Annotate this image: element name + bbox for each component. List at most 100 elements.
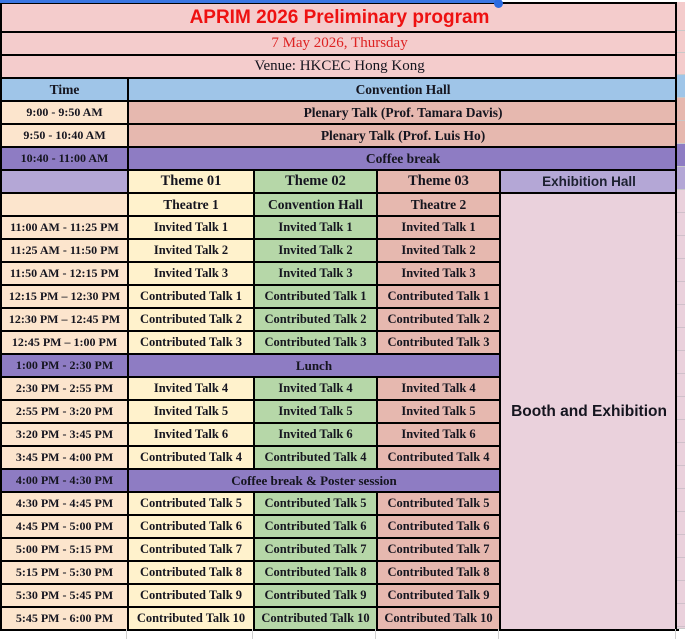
talk-cell[interactable]: Invited Talk 3 [376,261,501,286]
time-cell[interactable]: 4:00 PM - 4:30 PM [0,468,129,493]
time-cell[interactable]: 4:30 PM - 4:45 PM [0,491,129,516]
theatre-2-cell[interactable]: Theatre 2 [376,192,501,217]
time-cell[interactable]: 2:55 PM - 3:20 PM [0,399,129,424]
talk-cell[interactable]: Contributed Talk 2 [127,307,255,332]
empty-cell[interactable] [0,169,129,194]
theme-2-header-cell[interactable]: Theme 02 [253,169,378,194]
talk-cell[interactable]: Contributed Talk 8 [253,560,378,585]
selection-border[interactable] [0,0,501,3]
selection-handle[interactable] [494,0,503,8]
talk-cell[interactable]: Invited Talk 3 [253,261,378,286]
talk-cell[interactable]: Contributed Talk 9 [376,583,501,608]
gridline [375,629,376,639]
talk-cell[interactable]: Contributed Talk 6 [127,514,255,539]
table-row: 3:20 PM - 3:45 PM Invited Talk 6 Invited… [0,422,678,447]
poster-session-cell[interactable]: Coffee break & Poster session [127,468,501,493]
talk-cell[interactable]: Invited Talk 1 [127,215,255,240]
table-row: APRIM 2026 Preliminary program [0,2,680,33]
talk-cell[interactable]: Invited Talk 6 [376,422,501,447]
talk-cell[interactable]: Contributed Talk 7 [376,537,501,562]
talk-cell[interactable]: Contributed Talk 8 [376,560,501,585]
time-cell[interactable]: 5:30 PM - 5:45 PM [0,583,129,608]
talk-cell[interactable]: Contributed Talk 3 [127,330,255,355]
talk-cell[interactable]: Contributed Talk 8 [127,560,255,585]
talk-cell[interactable]: Invited Talk 6 [253,422,378,447]
talk-cell[interactable]: Contributed Talk 1 [127,284,255,309]
time-cell[interactable]: 3:45 PM - 4:00 PM [0,445,129,470]
talk-cell[interactable]: Invited Talk 1 [376,215,501,240]
time-cell[interactable]: 1:00 PM - 2:30 PM [0,353,129,378]
talk-cell[interactable]: Contributed Talk 2 [376,307,501,332]
talk-cell[interactable]: Contributed Talk 10 [376,606,501,631]
talk-cell[interactable]: Invited Talk 5 [376,399,501,424]
time-cell[interactable]: 10:40 - 11:00 AM [0,146,129,171]
time-cell[interactable]: 9:00 - 9:50 AM [0,100,129,125]
talk-cell[interactable]: Contributed Talk 9 [253,583,378,608]
talk-cell[interactable]: Contributed Talk 9 [127,583,255,608]
strip-segment [677,53,685,75]
talk-cell[interactable]: Invited Talk 5 [253,399,378,424]
talk-cell[interactable]: Contributed Talk 3 [253,330,378,355]
time-cell[interactable]: 5:15 PM - 5:30 PM [0,560,129,585]
table-row: 4:00 PM - 4:30 PM Coffee break & Poster … [0,468,678,493]
table-row: 5:45 PM - 6:00 PM Contributed Talk 10 Co… [0,606,678,631]
time-cell[interactable]: 2:30 PM - 2:55 PM [0,376,129,401]
talk-cell[interactable]: Contributed Talk 2 [253,307,378,332]
time-cell[interactable]: 5:45 PM - 6:00 PM [0,606,129,631]
talk-cell[interactable]: Contributed Talk 7 [253,537,378,562]
talk-cell[interactable]: Contributed Talk 4 [253,445,378,470]
talk-cell[interactable]: Contributed Talk 6 [376,514,501,539]
talk-cell[interactable]: Invited Talk 5 [127,399,255,424]
exhibition-hall-header-cell[interactable]: Exhibition Hall [498,169,680,194]
title-cell[interactable]: APRIM 2026 Preliminary program [0,2,680,33]
coffee-break-cell[interactable]: Coffee break [126,146,680,171]
time-cell[interactable]: 11:00 AM - 11:25 PM [0,215,129,240]
theatre-1-cell[interactable]: Theatre 1 [127,192,255,217]
theme-1-header-cell[interactable]: Theme 01 [127,169,255,194]
talk-cell[interactable]: Invited Talk 4 [127,376,255,401]
talk-cell[interactable]: Contributed Talk 7 [127,537,255,562]
time-cell[interactable]: 12:15 PM – 12:30 PM [0,284,129,309]
talk-cell[interactable]: Invited Talk 2 [376,238,501,263]
time-cell[interactable]: 11:50 AM - 12:15 PM [0,261,129,286]
talk-cell[interactable]: Invited Talk 6 [127,422,255,447]
time-cell[interactable]: 12:30 PM – 12:45 PM [0,307,129,332]
talk-cell[interactable]: Invited Talk 1 [253,215,378,240]
time-cell[interactable]: 11:25 AM - 11:50 PM [0,238,129,263]
time-cell[interactable]: 3:20 PM - 3:45 PM [0,422,129,447]
talk-cell[interactable]: Contributed Talk 10 [253,606,378,631]
table-row: 5:00 PM - 5:15 PM Contributed Talk 7 Con… [0,537,678,562]
empty-cell[interactable] [0,192,129,217]
date-cell[interactable]: 7 May 2026, Thursday [0,31,680,56]
talk-cell[interactable]: Contributed Talk 6 [253,514,378,539]
plenary-talk-cell[interactable]: Plenary Talk (Prof. Tamara Davis) [126,100,680,125]
time-cell[interactable]: 5:00 PM - 5:15 PM [0,537,129,562]
talk-cell[interactable]: Contributed Talk 1 [253,284,378,309]
talk-cell[interactable]: Contributed Talk 5 [127,491,255,516]
table-row: 4:30 PM - 4:45 PM Contributed Talk 5 Con… [0,491,678,516]
venue-cell[interactable]: Venue: HKCEC Hong Kong [0,54,680,79]
time-cell[interactable]: 12:45 PM – 1:00 PM [0,330,129,355]
talk-cell[interactable]: Invited Talk 4 [376,376,501,401]
time-cell[interactable]: 9:50 - 10:40 AM [0,123,129,148]
talk-cell[interactable]: Contributed Talk 4 [127,445,255,470]
theme-3-header-cell[interactable]: Theme 03 [376,169,501,194]
booth-and-exhibition-cell[interactable]: Booth and Exhibition [498,192,680,631]
talk-cell[interactable]: Contributed Talk 5 [376,491,501,516]
plenary-talk-cell[interactable]: Plenary Talk (Prof. Luis Ho) [126,123,680,148]
time-header-cell[interactable]: Time [0,77,129,102]
lunch-cell[interactable]: Lunch [127,353,501,378]
talk-cell[interactable]: Invited Talk 4 [253,376,378,401]
talk-cell[interactable]: Contributed Talk 5 [253,491,378,516]
talk-cell[interactable]: Contributed Talk 4 [376,445,501,470]
convention-hall-cell[interactable]: Convention Hall [253,192,378,217]
talk-cell[interactable]: Contributed Talk 10 [127,606,255,631]
talk-cell[interactable]: Contributed Talk 3 [376,330,501,355]
talk-cell[interactable]: Invited Talk 2 [127,238,255,263]
strip-segment [677,31,685,53]
convention-hall-header-cell[interactable]: Convention Hall [126,77,680,102]
talk-cell[interactable]: Contributed Talk 1 [376,284,501,309]
time-cell[interactable]: 4:45 PM - 5:00 PM [0,514,129,539]
talk-cell[interactable]: Invited Talk 3 [127,261,255,286]
talk-cell[interactable]: Invited Talk 2 [253,238,378,263]
